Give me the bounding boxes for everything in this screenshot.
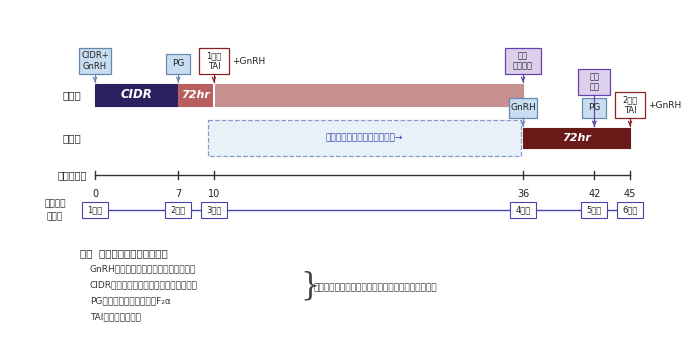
Text: 日数（日）: 日数（日） xyxy=(57,170,87,180)
Text: 妊娠
診断: 妊娠 診断 xyxy=(589,72,600,92)
Text: 0: 0 xyxy=(92,189,98,199)
Text: GnRH：性腺刺激ホルモン放出ホルモン: GnRH：性腺刺激ホルモン放出ホルモン xyxy=(90,264,197,273)
Bar xyxy=(165,202,191,218)
Bar xyxy=(199,48,229,74)
Text: 6回目: 6回目 xyxy=(622,206,638,215)
Text: 牛を集め: 牛を集め xyxy=(44,199,66,208)
Text: 定時人工授精のために排卵同期化するホルモン製剤: 定時人工授精のために排卵同期化するホルモン製剤 xyxy=(314,284,437,293)
Text: +GnRH: +GnRH xyxy=(232,57,265,66)
Bar xyxy=(582,202,607,218)
Bar xyxy=(201,202,227,218)
Text: CIDR: CIDR xyxy=(121,89,152,101)
Text: 早期妊娠診断で不受胎の場合→: 早期妊娠診断で不受胎の場合→ xyxy=(326,134,403,142)
Text: 5回目: 5回目 xyxy=(586,206,602,215)
Text: 1回目: 1回目 xyxy=(88,206,103,215)
Text: １回目: １回目 xyxy=(63,90,81,100)
Bar xyxy=(178,84,214,106)
Bar xyxy=(505,48,541,74)
Bar xyxy=(615,92,645,118)
Text: TAI：定時人工授精: TAI：定時人工授精 xyxy=(90,312,141,321)
Bar xyxy=(79,48,111,74)
Text: 3回目: 3回目 xyxy=(206,206,221,215)
Text: 72hr: 72hr xyxy=(181,90,210,100)
Bar xyxy=(95,84,178,106)
Text: 72hr: 72hr xyxy=(562,133,591,143)
Text: 1回目
TAI: 1回目 TAI xyxy=(206,51,221,71)
Bar xyxy=(82,202,108,218)
Text: PG: PG xyxy=(172,59,184,69)
Text: ２回目: ２回目 xyxy=(63,133,81,143)
Text: PG: PG xyxy=(588,104,600,112)
Text: }: } xyxy=(300,270,319,302)
Text: CIDR+
GnRH: CIDR+ GnRH xyxy=(81,51,109,71)
Text: 10: 10 xyxy=(208,189,220,199)
Text: 2回目: 2回目 xyxy=(170,206,186,215)
Text: 45: 45 xyxy=(624,189,636,199)
Bar xyxy=(617,202,643,218)
Text: +GnRH: +GnRH xyxy=(648,100,681,109)
Text: GnRH: GnRH xyxy=(510,104,536,112)
Bar xyxy=(523,128,630,148)
Text: 7: 7 xyxy=(175,189,181,199)
Text: 図１  開発した繁殖プログラム: 図１ 開発した繁殖プログラム xyxy=(80,248,168,258)
Bar xyxy=(582,98,607,118)
Text: PG：プロスタグランジンF₂α: PG：プロスタグランジンF₂α xyxy=(90,296,171,305)
Bar xyxy=(208,120,521,156)
Text: 36: 36 xyxy=(517,189,529,199)
Bar xyxy=(509,98,537,118)
Bar xyxy=(166,54,190,74)
Text: 早期
妊娠診断: 早期 妊娠診断 xyxy=(513,51,533,71)
Bar xyxy=(510,202,536,218)
Text: CIDR：腟内留置型プロジェステロン製剤: CIDR：腟内留置型プロジェステロン製剤 xyxy=(90,280,198,289)
Text: 4回目: 4回目 xyxy=(515,206,531,215)
Bar xyxy=(578,69,611,95)
Text: る回数: る回数 xyxy=(47,213,63,221)
Text: 2回目
TAI: 2回目 TAI xyxy=(622,95,638,115)
Bar xyxy=(214,84,523,106)
Text: 42: 42 xyxy=(588,189,600,199)
